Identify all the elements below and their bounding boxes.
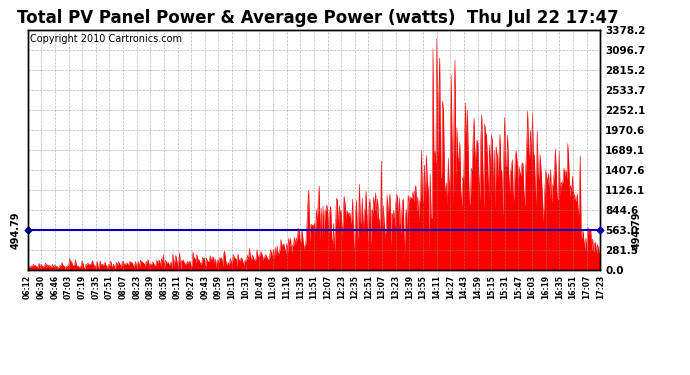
- Text: Copyright 2010 Cartronics.com: Copyright 2010 Cartronics.com: [30, 34, 182, 44]
- Text: 494.79: 494.79: [632, 211, 642, 249]
- Text: 494.79: 494.79: [11, 211, 21, 249]
- Text: Total PV Panel Power & Average Power (watts)  Thu Jul 22 17:47: Total PV Panel Power & Average Power (wa…: [17, 9, 618, 27]
